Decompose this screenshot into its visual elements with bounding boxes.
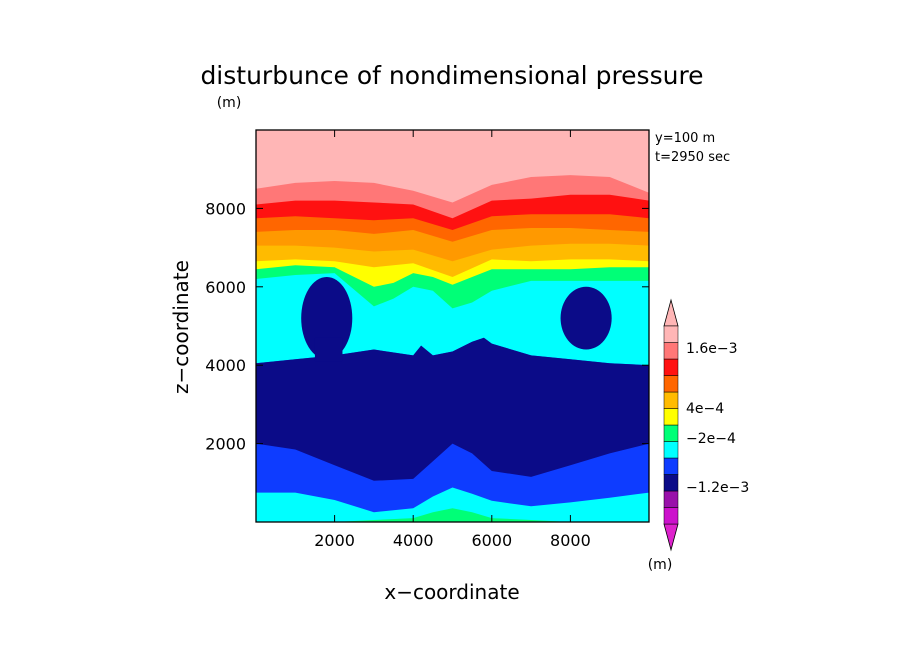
colorbar-swatch xyxy=(663,325,679,343)
y-axis: 2000 4000 6000 8000 xyxy=(205,199,649,454)
dark-blue-blob-right xyxy=(560,286,612,350)
plot-frame xyxy=(255,129,650,523)
x-axis-label: x−coordinate xyxy=(384,580,519,604)
colorbar-label: 1.6e−3 xyxy=(686,341,738,357)
colorbar-swatch xyxy=(663,441,679,459)
y-tick-label: 6000 xyxy=(205,278,246,297)
colorbar-swatch xyxy=(663,391,679,409)
colorbar-swatch xyxy=(663,490,679,508)
fill-cyan-lower xyxy=(256,487,649,522)
colorbar-swatch xyxy=(663,342,679,360)
colorbar-swatch xyxy=(663,408,679,426)
x-tick-label: 6000 xyxy=(471,531,512,550)
y-axis-label: z−coordinate xyxy=(169,260,193,394)
y-tick-label: 8000 xyxy=(205,199,246,218)
y-tick-label: 2000 xyxy=(205,435,246,454)
colorbar-label: 4e−4 xyxy=(686,401,724,417)
annotation-t: t=2950 sec xyxy=(655,150,730,165)
colorbar-min-arrow xyxy=(663,523,679,552)
title-unit: (m) xyxy=(217,95,242,111)
x-tick-label: 2000 xyxy=(314,531,355,550)
colorbar-unit: (m) xyxy=(648,557,673,573)
colorbar-swatch xyxy=(663,457,679,475)
dark-blue-blob-left-stem xyxy=(314,337,343,362)
colorbar-swatch xyxy=(663,358,679,376)
contour-fills xyxy=(256,130,649,522)
colorbar-label: −2e−4 xyxy=(686,431,736,447)
colorbar-max-arrow xyxy=(663,298,679,327)
colorbar-swatch xyxy=(663,474,679,492)
colorbar-swatch xyxy=(663,507,679,525)
annotation-y: y=100 m xyxy=(655,131,715,146)
fill-green-bottom xyxy=(256,508,649,522)
colorbar-swatch xyxy=(663,424,679,442)
colorbar-label: −1.2e−3 xyxy=(686,480,749,496)
x-tick-label: 4000 xyxy=(393,531,434,550)
colorbar: 1.6e−3 4e−4 −2e−4 −1.2e−3 xyxy=(663,298,749,552)
y-tick-label: 4000 xyxy=(205,356,246,375)
fill-blue-lower xyxy=(256,443,649,522)
x-tick-label: 8000 xyxy=(550,531,591,550)
colorbar-swatch xyxy=(663,375,679,393)
x-axis: 2000 4000 6000 8000 xyxy=(314,130,591,550)
chart-title: disturbunce of nondimensional pressure xyxy=(200,61,703,90)
